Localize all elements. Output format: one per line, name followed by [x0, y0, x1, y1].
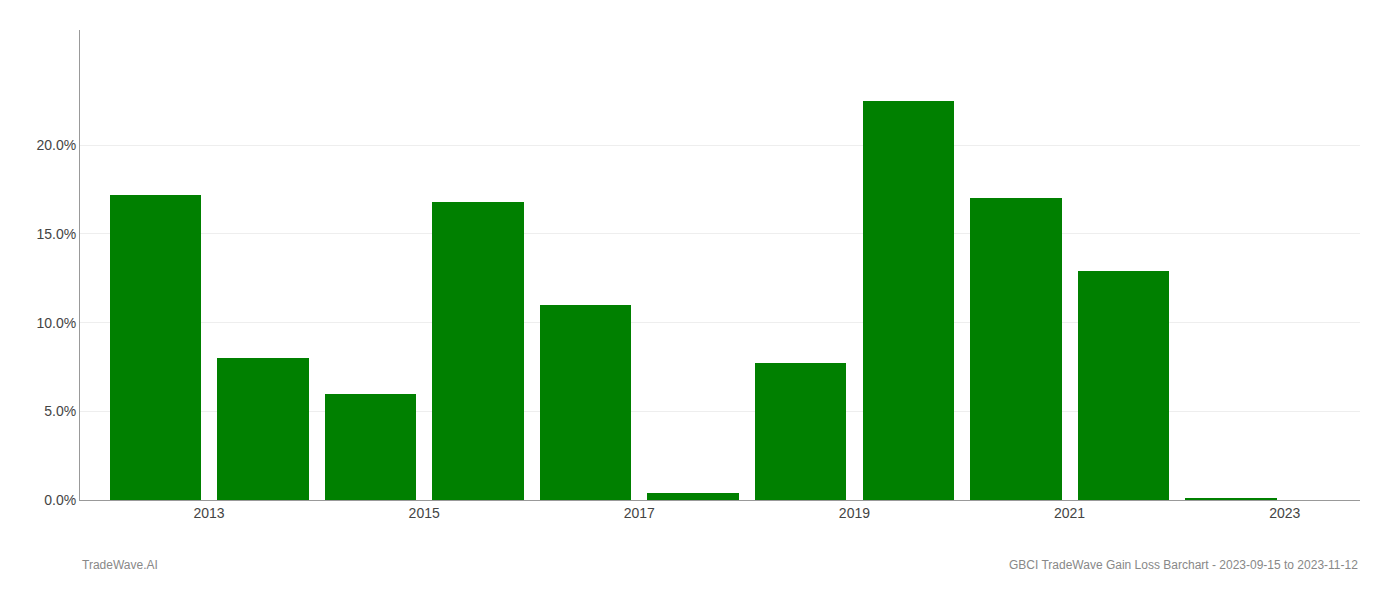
svg-text:TradeWave.AI: TradeWave.AI: [82, 558, 158, 572]
svg-text:2015: 2015: [409, 505, 440, 521]
svg-text:0.0%: 0.0%: [44, 492, 76, 508]
svg-text:2021: 2021: [1054, 505, 1085, 521]
svg-text:2019: 2019: [839, 505, 870, 521]
svg-text:5.0%: 5.0%: [44, 403, 76, 419]
svg-text:15.0%: 15.0%: [36, 226, 76, 242]
svg-text:10.0%: 10.0%: [36, 315, 76, 331]
svg-text:20.0%: 20.0%: [36, 137, 76, 153]
svg-text:2017: 2017: [624, 505, 655, 521]
svg-text:2013: 2013: [194, 505, 225, 521]
svg-text:GBCI TradeWave Gain Loss Barch: GBCI TradeWave Gain Loss Barchart - 2023…: [1009, 558, 1358, 572]
svg-text:2023: 2023: [1269, 505, 1300, 521]
